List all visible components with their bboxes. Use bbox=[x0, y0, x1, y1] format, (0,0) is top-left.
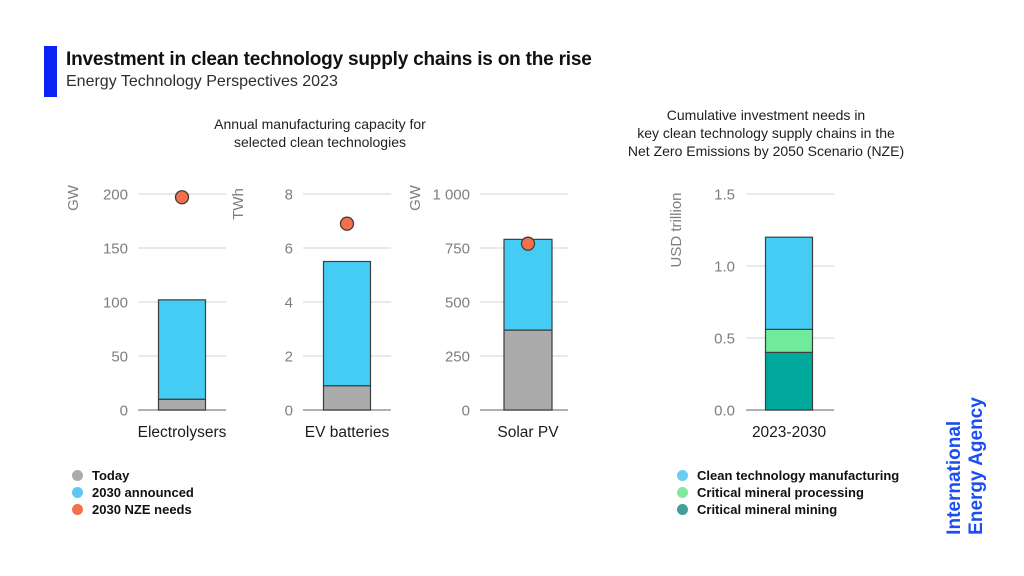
bar-segment-clean-technology-manufacturing bbox=[764, 236, 814, 330]
y-axis-unit-label: TWh bbox=[230, 188, 247, 220]
left-charts-title: Annual manufacturing capacity for select… bbox=[170, 115, 470, 151]
y-tick-label: 1 000 bbox=[432, 187, 470, 204]
dot-2030-nze-needs bbox=[174, 190, 190, 205]
y-tick-label: 250 bbox=[445, 349, 470, 366]
bar-segment-today bbox=[503, 329, 553, 411]
page-title: Investment in clean technology supply ch… bbox=[66, 49, 592, 70]
legend-item-2030-nze-needs: 2030 NZE needs bbox=[72, 502, 194, 517]
dot-2030-nze-needs bbox=[339, 216, 355, 231]
today-legend-dot bbox=[72, 470, 83, 481]
chart-electrolysers: 0 50 100 150 200 GW Electrolysers bbox=[65, 184, 227, 441]
legend-label: Today bbox=[92, 468, 130, 483]
bar-segment-critical-mineral-processing bbox=[764, 328, 814, 353]
chart-solar-pv: 0 250 500 750 1 000 GW Solar PV bbox=[407, 184, 568, 441]
investment-legend: Clean technology manufacturing Critical … bbox=[677, 468, 900, 517]
right-chart-title-line1: Cumulative investment needs in bbox=[666, 107, 866, 123]
y-tick-label: 0.0 bbox=[714, 403, 735, 420]
legend-label: Clean technology manufacturing bbox=[697, 468, 900, 483]
left-charts-title-line2: selected clean technologies bbox=[233, 134, 406, 150]
processing-legend-dot bbox=[677, 487, 688, 498]
y-tick-label: 2 bbox=[285, 349, 293, 366]
y-tick-label: 100 bbox=[103, 295, 128, 312]
y-tick-label: 1.0 bbox=[714, 259, 735, 276]
left-charts-title-line1: Annual manufacturing capacity for bbox=[214, 116, 426, 132]
iea-logo-text: International Energy Agency bbox=[944, 397, 988, 535]
y-tick-label: 0 bbox=[462, 403, 470, 420]
y-tick-label: 0 bbox=[285, 403, 293, 420]
manufacturing-legend-dot bbox=[677, 470, 688, 481]
y-tick-label: 8 bbox=[285, 187, 293, 204]
title-accent-bar bbox=[44, 46, 57, 97]
y-tick-label: 0.5 bbox=[714, 331, 735, 348]
legend-label: 2030 announced bbox=[92, 485, 194, 500]
legend-label: 2030 NZE needs bbox=[92, 502, 192, 517]
capacity-legend: Today 2030 announced 2030 NZE needs bbox=[72, 468, 194, 517]
right-chart-title: Cumulative investment needs in key clean… bbox=[600, 106, 932, 160]
nze-legend-dot bbox=[72, 504, 83, 515]
chart-nze-investment: 0.0 0.5 1.0 1.5 USD trillion 2023-2030 bbox=[668, 187, 834, 441]
bar-segment-2030-announced bbox=[157, 299, 207, 400]
legend-label: Critical mineral mining bbox=[697, 502, 838, 517]
category-label-electrolysers: Electrolysers bbox=[138, 424, 227, 441]
legend-label: Critical mineral processing bbox=[697, 485, 864, 500]
page-subtitle: Energy Technology Perspectives 2023 bbox=[66, 73, 338, 90]
y-tick-label: 200 bbox=[103, 187, 128, 204]
y-tick-label: 150 bbox=[103, 241, 128, 258]
iea-logo-line2: Energy Agency bbox=[966, 397, 987, 535]
bar-segment-today bbox=[322, 385, 372, 411]
legend-item-critical-mineral-mining: Critical mineral mining bbox=[677, 502, 899, 517]
y-axis-unit-label: GW bbox=[65, 184, 82, 211]
bar-segment-2030-announced bbox=[503, 238, 553, 331]
right-chart-title-line2: key clean technology supply chains in th… bbox=[637, 125, 895, 141]
y-tick-label: 750 bbox=[445, 241, 470, 258]
iea-logo-line1: International bbox=[944, 420, 965, 535]
y-tick-label: 4 bbox=[285, 295, 293, 312]
y-tick-label: 0 bbox=[120, 403, 128, 420]
legend-item-clean-technology-manufacturing: Clean technology manufacturing bbox=[677, 468, 900, 483]
y-tick-label: 6 bbox=[285, 241, 293, 258]
mining-legend-dot bbox=[677, 504, 688, 515]
y-tick-label: 1.5 bbox=[714, 187, 735, 204]
announced-legend-dot bbox=[72, 487, 83, 498]
category-label-nze-investment: 2023-2030 bbox=[752, 424, 827, 441]
y-axis-unit-label: GW bbox=[407, 184, 424, 211]
category-label-ev-batteries: EV batteries bbox=[305, 424, 390, 441]
category-label-solar-pv: Solar PV bbox=[497, 424, 559, 441]
legend-item-2030-announced: 2030 announced bbox=[72, 485, 194, 500]
right-chart-title-line3: Net Zero Emissions by 2050 Scenario (NZE… bbox=[627, 143, 905, 159]
legend-item-today: Today bbox=[72, 468, 194, 483]
bar-segment-critical-mineral-mining bbox=[764, 351, 814, 411]
y-tick-label: 50 bbox=[111, 349, 128, 366]
chart-ev-batteries: 0 2 4 6 8 TWh EV batteries bbox=[230, 187, 391, 441]
y-axis-unit-label: USD trillion bbox=[668, 192, 685, 267]
bar-segment-2030-announced bbox=[322, 260, 372, 387]
dot-2030-nze-needs bbox=[520, 236, 536, 251]
legend-item-critical-mineral-processing: Critical mineral processing bbox=[677, 485, 899, 500]
bar-segment-today bbox=[157, 398, 207, 411]
y-tick-label: 500 bbox=[445, 295, 470, 312]
